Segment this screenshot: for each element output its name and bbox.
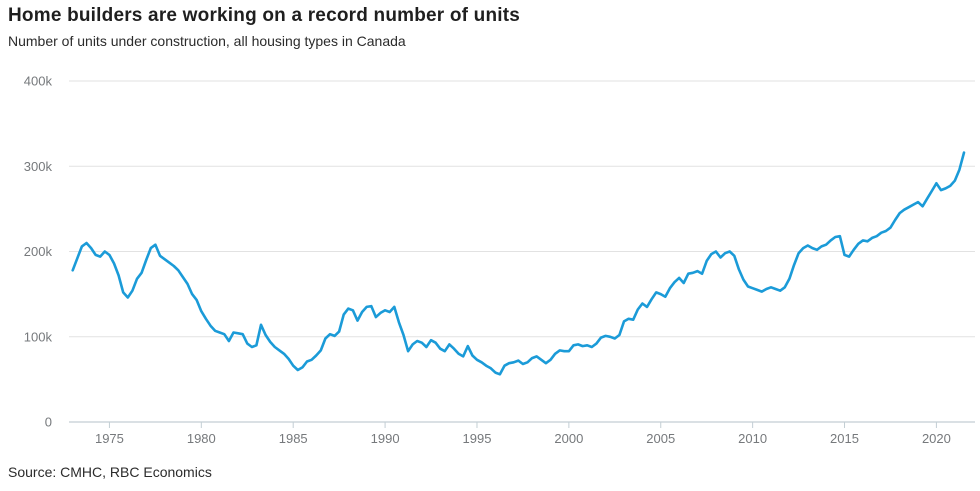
x-tick-label: 2000 bbox=[554, 431, 583, 446]
chart-source: Source: CMHC, RBC Economics bbox=[8, 464, 212, 480]
x-tick-label: 1985 bbox=[279, 431, 308, 446]
x-tick-label: 1990 bbox=[371, 431, 400, 446]
y-tick-label: 200k bbox=[24, 244, 53, 259]
y-tick-label: 100k bbox=[24, 329, 53, 344]
chart-title: Home builders are working on a record nu… bbox=[8, 5, 521, 26]
data-line bbox=[71, 151, 966, 376]
y-tick-label: 0 bbox=[45, 415, 52, 430]
x-tick-label: 2015 bbox=[830, 431, 859, 446]
x-tick-label: 2005 bbox=[646, 431, 675, 446]
y-tick-label: 400k bbox=[24, 74, 53, 89]
x-tick-label: 1995 bbox=[463, 431, 492, 446]
chart-subtitle: Number of units under construction, all … bbox=[8, 33, 406, 49]
x-tick-label: 2020 bbox=[922, 431, 951, 446]
y-tick-label: 300k bbox=[24, 159, 53, 174]
x-tick-label: 2010 bbox=[738, 431, 767, 446]
x-tick-label: 1980 bbox=[187, 431, 216, 446]
x-tick-label: 1975 bbox=[95, 431, 124, 446]
